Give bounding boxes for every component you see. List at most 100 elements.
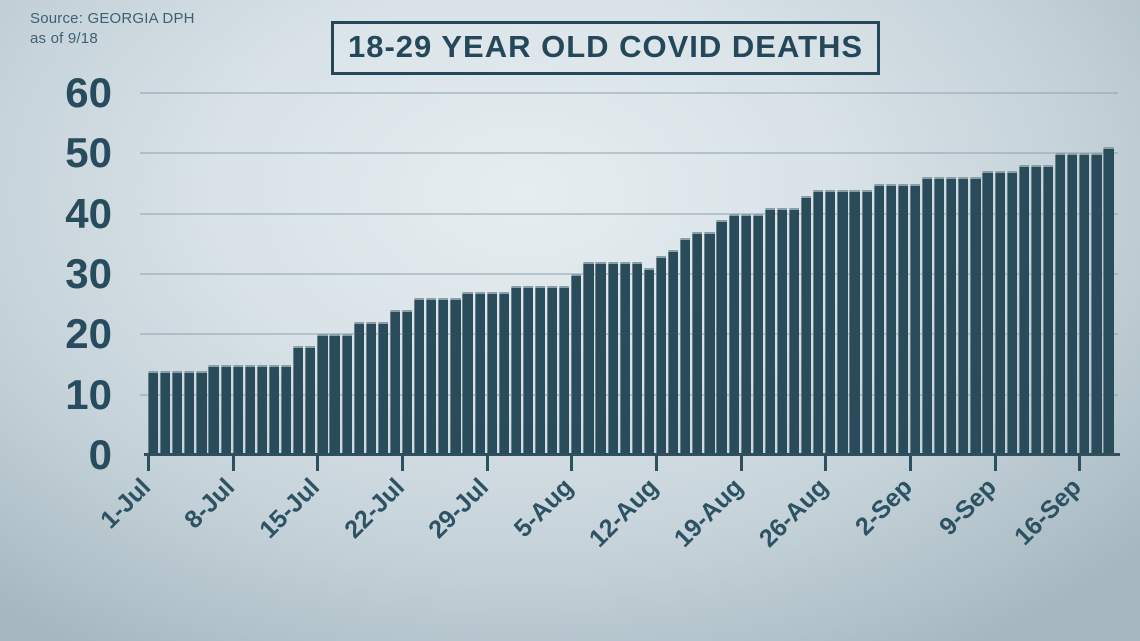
bar [1091, 153, 1102, 455]
bar [1055, 153, 1066, 455]
bar [982, 171, 993, 455]
gridline [140, 212, 1118, 215]
axis-tick [316, 456, 320, 471]
x-axis-label: 16-Sep [1009, 473, 1088, 551]
x-axis-label: 8-Jul [179, 473, 241, 535]
bar [268, 364, 280, 455]
bar [329, 334, 340, 455]
bar [752, 213, 763, 455]
bar [317, 334, 328, 455]
x-axis-label: 19-Aug [668, 473, 749, 553]
bar [740, 213, 751, 455]
axis-tick [147, 456, 150, 471]
bar [462, 292, 473, 455]
bar [849, 189, 860, 455]
y-axis-label: 30 [65, 250, 112, 297]
bar [148, 370, 159, 455]
bar [353, 322, 364, 455]
bar [1030, 165, 1042, 455]
bar [595, 261, 606, 455]
title-box: 18-29 YEAR OLD COVID DEATHS [331, 21, 881, 75]
bar [885, 183, 896, 455]
x-axis-label: 26-Aug [753, 473, 834, 553]
bar [655, 255, 667, 455]
gridline [140, 152, 1118, 155]
x-axis-label: 2-Sep [849, 473, 918, 541]
bar [1006, 171, 1017, 455]
x-axis-label: 12-Aug [584, 473, 664, 553]
bar [365, 322, 376, 455]
bar [704, 231, 715, 455]
y-axis-label: 40 [65, 189, 112, 237]
x-axis-label: 9-Sep [934, 473, 1003, 541]
bar [377, 322, 388, 455]
y-axis-label: 0 [88, 431, 112, 478]
bar [547, 286, 558, 455]
bar [643, 267, 655, 455]
bar [220, 364, 231, 455]
bar [535, 286, 546, 455]
bar [728, 213, 739, 455]
bar [244, 364, 255, 455]
bar [861, 189, 872, 455]
bar [389, 310, 401, 455]
bar [970, 177, 981, 455]
bar [305, 346, 316, 455]
x-axis-label: 15-Jul [254, 473, 326, 544]
gridline [140, 92, 1118, 94]
bar [619, 261, 630, 455]
bar [498, 292, 509, 455]
axis-tick [739, 456, 743, 471]
y-axis-label: 60 [65, 69, 112, 116]
bar [825, 189, 836, 455]
axis-tick [908, 456, 912, 471]
bar [716, 219, 727, 455]
bar [692, 231, 703, 455]
bar [1079, 153, 1090, 455]
bar [788, 207, 800, 455]
axis-tick [400, 456, 404, 471]
bar [631, 261, 642, 455]
bar [873, 183, 884, 455]
bar [293, 346, 304, 455]
bar [813, 189, 824, 455]
x-axis-label: 29-Jul [423, 473, 495, 544]
source-line2: as of 9/18 [30, 30, 98, 47]
bar [426, 298, 437, 455]
bar [994, 171, 1005, 455]
axis-tick [654, 456, 658, 471]
bar [837, 189, 848, 455]
bar [764, 207, 775, 455]
bar [196, 370, 207, 455]
bar [776, 207, 788, 455]
bar [1067, 153, 1078, 455]
bar [208, 364, 219, 455]
bar [401, 310, 413, 455]
bar [486, 292, 497, 455]
y-axis-label: 10 [65, 370, 112, 418]
axis-tick [485, 456, 489, 471]
bar [934, 177, 945, 455]
bar [897, 183, 908, 455]
bar [571, 274, 582, 455]
axis-tick [570, 456, 574, 471]
bar [281, 364, 292, 455]
x-axis-label: 1-Jul [94, 473, 156, 535]
y-axis-label: 50 [65, 129, 112, 177]
bar [607, 261, 618, 455]
bar [256, 364, 268, 455]
bar [680, 237, 691, 455]
bar [232, 364, 243, 455]
axis-tick [824, 456, 828, 471]
bar [510, 286, 521, 455]
bar [450, 298, 461, 455]
page-title: 18-29 YEAR OLD COVID DEATHS [348, 29, 864, 64]
axis-tick [1078, 456, 1082, 471]
y-axis-label: 20 [65, 310, 112, 358]
source-line1: Source: GEORGIA DPH [30, 10, 195, 27]
bar [958, 177, 969, 455]
bar [801, 195, 812, 455]
axis-tick [993, 456, 997, 471]
bar [341, 334, 352, 455]
